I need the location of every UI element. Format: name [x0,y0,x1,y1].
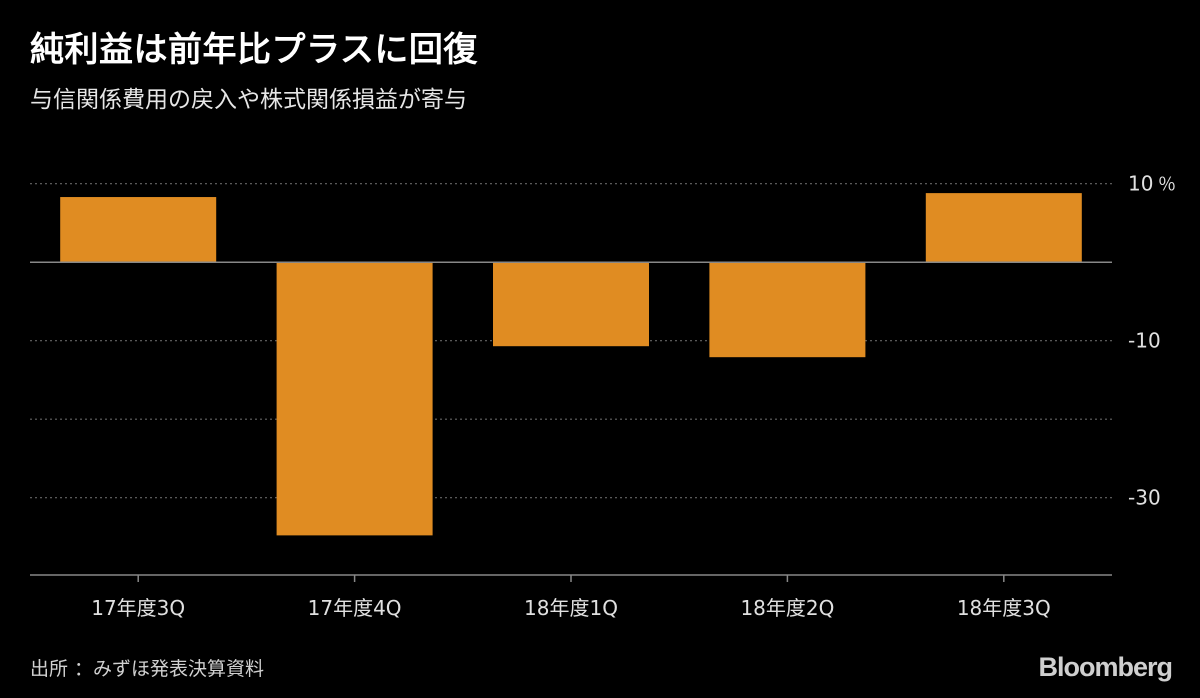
chart-subtitle: 与信関係費用の戻入や株式関係損益が寄与 [30,87,467,113]
bar [276,262,433,536]
y-tick-label: -30 [1128,486,1161,510]
bar [709,262,866,358]
chart-title: 純利益は前年比プラスに回復 [30,30,478,70]
bar [60,197,217,263]
x-tick-label: 18年度3Q [957,596,1051,620]
bar [493,262,649,347]
source-note: 出所 ：みずほ発表決算資料 [30,658,265,680]
y-tick-label: -10 [1128,329,1161,353]
y-tick-label: 10 [1128,172,1153,196]
x-tick-label: 18年度2Q [740,596,834,620]
x-tick-label: 17年度4Q [308,596,402,620]
bloomberg-logo: Bloomberg [1038,652,1173,682]
y-unit-label: ％ [1158,175,1176,196]
bar [925,193,1082,263]
x-tick-label: 18年度1Q [524,596,618,620]
x-tick-label: 17年度3Q [91,596,185,620]
